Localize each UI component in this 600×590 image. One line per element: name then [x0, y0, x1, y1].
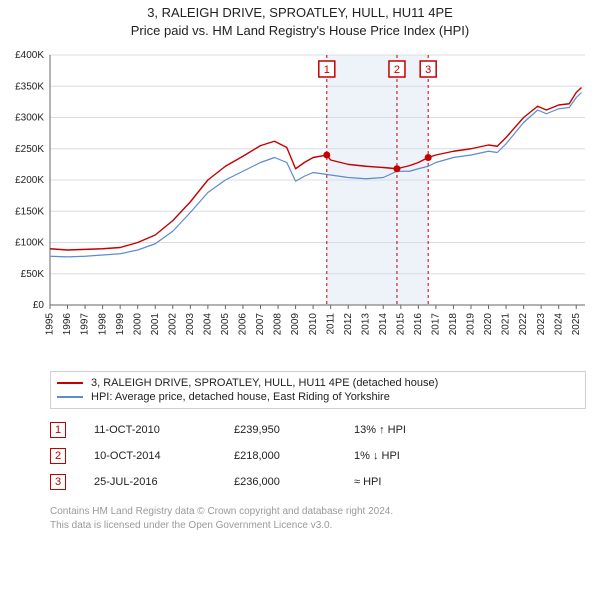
sale-hpi-delta: 13% ↑ HPI — [354, 424, 474, 436]
sale-date: 10-OCT-2014 — [94, 450, 234, 462]
svg-text:2021: 2021 — [501, 313, 512, 336]
sale-price: £218,000 — [234, 450, 354, 462]
legend-item-hpi: HPI: Average price, detached house, East… — [57, 390, 579, 404]
svg-text:1995: 1995 — [45, 313, 56, 336]
svg-text:3: 3 — [425, 64, 431, 76]
svg-text:2002: 2002 — [167, 313, 178, 336]
sale-date: 11-OCT-2010 — [94, 424, 234, 436]
svg-text:£0: £0 — [33, 300, 45, 311]
title-subtitle: Price paid vs. HM Land Registry's House … — [0, 22, 600, 40]
table-row: 2 10-OCT-2014 £218,000 1% ↓ HPI — [50, 443, 586, 469]
svg-text:£350K: £350K — [15, 81, 44, 92]
svg-text:2017: 2017 — [431, 313, 442, 336]
sale-hpi-delta: 1% ↓ HPI — [354, 450, 474, 462]
svg-text:2011: 2011 — [325, 313, 336, 335]
svg-text:1996: 1996 — [62, 313, 73, 336]
svg-text:£200K: £200K — [15, 175, 44, 186]
svg-text:2016: 2016 — [413, 313, 424, 336]
svg-text:2003: 2003 — [185, 313, 196, 336]
svg-text:2013: 2013 — [360, 313, 371, 336]
svg-text:1: 1 — [324, 64, 330, 76]
sale-hpi-delta: ≈ HPI — [354, 476, 474, 488]
svg-text:2024: 2024 — [553, 313, 564, 336]
footer-line1: Contains HM Land Registry data © Crown c… — [50, 505, 586, 519]
chart-area: £0 £50K £100K £150K £200K £250K £300K £350K £400… — [0, 45, 600, 365]
line-chart-svg: £0 £50K £100K £150K £200K £250K £300K £350K £400… — [0, 45, 600, 365]
svg-text:2022: 2022 — [518, 313, 529, 336]
title-address: 3, RALEIGH DRIVE, SPROATLEY, HULL, HU11 … — [0, 4, 600, 22]
sale-marker-badge: 2 — [50, 448, 66, 464]
legend-label-hpi: HPI: Average price, detached house, East… — [91, 391, 390, 403]
svg-text:2001: 2001 — [150, 313, 161, 336]
svg-text:1997: 1997 — [80, 313, 91, 336]
legend-item-property: 3, RALEIGH DRIVE, SPROATLEY, HULL, HU11 … — [57, 376, 579, 390]
svg-text:2023: 2023 — [536, 313, 547, 336]
svg-text:£100K: £100K — [15, 238, 44, 249]
svg-text:2010: 2010 — [308, 313, 319, 336]
svg-text:2019: 2019 — [466, 313, 477, 336]
svg-text:2006: 2006 — [238, 313, 249, 336]
svg-text:£150K: £150K — [15, 206, 44, 217]
legend: 3, RALEIGH DRIVE, SPROATLEY, HULL, HU11 … — [50, 371, 586, 409]
svg-text:2018: 2018 — [448, 313, 459, 336]
sale-date: 25-JUL-2016 — [94, 476, 234, 488]
sales-table: 1 11-OCT-2010 £239,950 13% ↑ HPI 2 10-OC… — [50, 417, 586, 495]
attribution-footer: Contains HM Land Registry data © Crown c… — [50, 505, 586, 532]
svg-text:2005: 2005 — [220, 313, 231, 336]
legend-swatch-property — [57, 382, 83, 384]
figure-container: 3, RALEIGH DRIVE, SPROATLEY, HULL, HU11 … — [0, 0, 600, 532]
table-row: 3 25-JUL-2016 £236,000 ≈ HPI — [50, 469, 586, 495]
footer-line2: This data is licensed under the Open Gov… — [50, 519, 586, 533]
svg-text:2009: 2009 — [290, 313, 301, 336]
svg-text:1999: 1999 — [115, 313, 126, 336]
sale-price: £239,950 — [234, 424, 354, 436]
svg-text:2004: 2004 — [203, 313, 214, 336]
sale-marker-badge: 3 — [50, 474, 66, 490]
svg-text:£300K: £300K — [15, 113, 44, 124]
svg-text:2014: 2014 — [378, 313, 389, 336]
svg-text:2012: 2012 — [343, 313, 354, 336]
svg-text:£250K: £250K — [15, 144, 44, 155]
title-block: 3, RALEIGH DRIVE, SPROATLEY, HULL, HU11 … — [0, 4, 600, 39]
svg-text:£50K: £50K — [21, 269, 45, 280]
sale-price: £236,000 — [234, 476, 354, 488]
svg-text:2020: 2020 — [483, 313, 494, 336]
table-row: 1 11-OCT-2010 £239,950 13% ↑ HPI — [50, 417, 586, 443]
sale-marker-badge: 1 — [50, 422, 66, 438]
svg-text:2007: 2007 — [255, 313, 266, 336]
svg-text:1998: 1998 — [97, 313, 108, 336]
legend-swatch-hpi — [57, 396, 83, 398]
svg-text:2000: 2000 — [132, 313, 143, 336]
svg-text:£400K: £400K — [15, 50, 44, 61]
svg-text:2025: 2025 — [571, 313, 582, 336]
svg-text:2015: 2015 — [395, 313, 406, 336]
svg-text:2008: 2008 — [273, 313, 284, 336]
legend-label-property: 3, RALEIGH DRIVE, SPROATLEY, HULL, HU11 … — [91, 377, 438, 389]
svg-text:2: 2 — [394, 64, 400, 76]
